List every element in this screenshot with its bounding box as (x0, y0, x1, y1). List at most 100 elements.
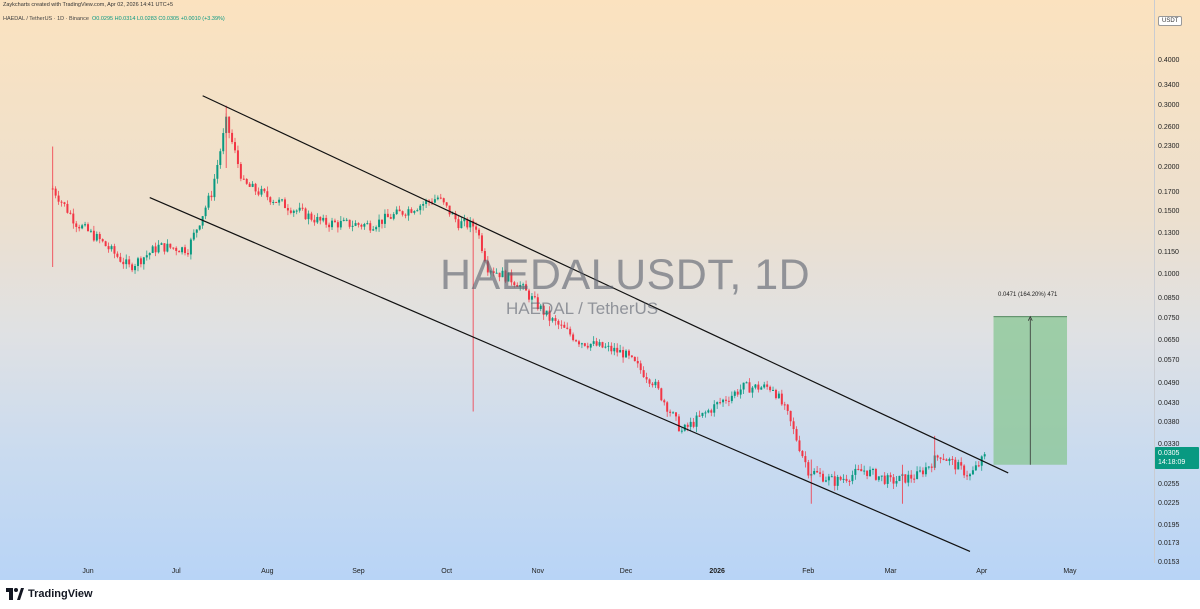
candle-body (804, 456, 807, 463)
candle-body (339, 220, 342, 228)
candle-body (186, 253, 189, 255)
candle-body (607, 345, 610, 347)
current-price: 0.0305 (1158, 450, 1180, 457)
candle-body (722, 399, 725, 403)
candle-body (586, 345, 589, 348)
price-tick-label: 0.0195 (1158, 521, 1180, 529)
price-axis[interactable] (1154, 0, 1200, 563)
price-tick-label: 0.1700 (1158, 188, 1180, 196)
candle-body (827, 476, 830, 481)
candle-body (824, 480, 827, 482)
candle-body (913, 478, 916, 480)
time-tick-label: May (1063, 568, 1077, 575)
candle-body (448, 205, 451, 215)
candle-body (969, 474, 971, 477)
candle-body (510, 272, 513, 283)
price-tick-label: 0.2300 (1158, 142, 1180, 150)
candle-body (495, 272, 498, 274)
candle-body (60, 201, 63, 203)
candle-body (307, 213, 310, 220)
candle-body (774, 389, 777, 399)
candle-body (760, 387, 763, 390)
candle-body (627, 350, 630, 356)
price-tick-label: 0.0430 (1158, 400, 1180, 408)
candle-body (333, 220, 336, 223)
tradingview-logo[interactable]: TradingView (6, 588, 93, 600)
candle-body (254, 183, 257, 192)
candle-body (389, 217, 392, 219)
candle-body (974, 465, 977, 471)
candle-body (651, 383, 654, 386)
candle-body (331, 220, 334, 228)
time-tick-label: Oct (441, 568, 453, 575)
candle-body (275, 201, 278, 203)
candle-body (131, 264, 134, 271)
current-price-tag: 0.0305 14:18:09 (1155, 447, 1199, 469)
candle-body (595, 341, 598, 346)
watermark-subtitle: HAEDAL / TetherUS (506, 299, 659, 318)
candle-body (701, 412, 704, 416)
price-tick-label: 0.2000 (1158, 163, 1180, 171)
candle-body (860, 469, 863, 472)
currency-label[interactable]: USDT (1158, 16, 1183, 26)
price-plot[interactable] (0, 0, 1154, 563)
candle-body (101, 239, 104, 242)
candle-body (366, 223, 369, 225)
price-tick-label: 0.0153 (1158, 559, 1180, 566)
candle-body (957, 462, 960, 470)
candle-body (622, 349, 625, 358)
candle-body (833, 476, 836, 486)
candle-body (95, 233, 98, 241)
candle-body (245, 178, 248, 184)
candle-body (680, 430, 683, 432)
candle-body (357, 223, 360, 225)
candle-body (154, 246, 157, 253)
candle-body (157, 244, 160, 253)
candle-body (748, 382, 751, 393)
candle-body (222, 133, 225, 152)
candle-body (369, 223, 372, 231)
candle-body (301, 207, 304, 209)
candle-body (822, 473, 824, 482)
candle-body (213, 178, 216, 198)
candle-body (260, 188, 263, 195)
candle-body (648, 379, 651, 384)
candle-body (145, 255, 148, 258)
candle-body (745, 382, 748, 384)
candle-body (739, 389, 742, 395)
channel-upper-line[interactable] (202, 95, 1009, 474)
measure-arrowhead (1027, 315, 1033, 321)
candle-body (425, 200, 428, 204)
candle-body (272, 201, 275, 203)
candle-body (625, 350, 628, 358)
candle-body (936, 455, 939, 458)
candle-body (560, 324, 563, 326)
candle-body (319, 216, 322, 221)
candle-body (172, 247, 175, 249)
candle-body (707, 410, 710, 413)
chart-area[interactable]: Zaykcharts created with TradingView.com,… (0, 0, 1200, 580)
price-tick-label: 0.0650 (1158, 336, 1180, 344)
candle-body (742, 382, 745, 390)
candle-body (483, 251, 486, 262)
candle-body (378, 219, 381, 228)
symbol-ohlc-line[interactable]: HAEDAL / TetherUS · 1D · Binance O0.0295… (3, 16, 225, 22)
candle-body (519, 285, 522, 287)
candle-body (916, 471, 919, 479)
candle-body (478, 229, 481, 236)
candle-body (381, 219, 383, 224)
candle-body (807, 462, 810, 476)
candle-body (419, 205, 422, 211)
candle-body (654, 381, 657, 386)
candle-body (919, 470, 922, 472)
symbol-name[interactable]: HAEDAL / TetherUS · 1D · Binance (3, 16, 89, 22)
channel-lower-line[interactable] (149, 197, 971, 552)
candle-body (134, 266, 137, 271)
candle-body (160, 243, 163, 245)
candle-body (92, 230, 95, 241)
time-tick-label: 2026 (709, 568, 725, 575)
candle-body (404, 214, 407, 216)
candle-body (566, 327, 569, 329)
candle-body (460, 221, 463, 229)
candle-body (413, 211, 416, 213)
